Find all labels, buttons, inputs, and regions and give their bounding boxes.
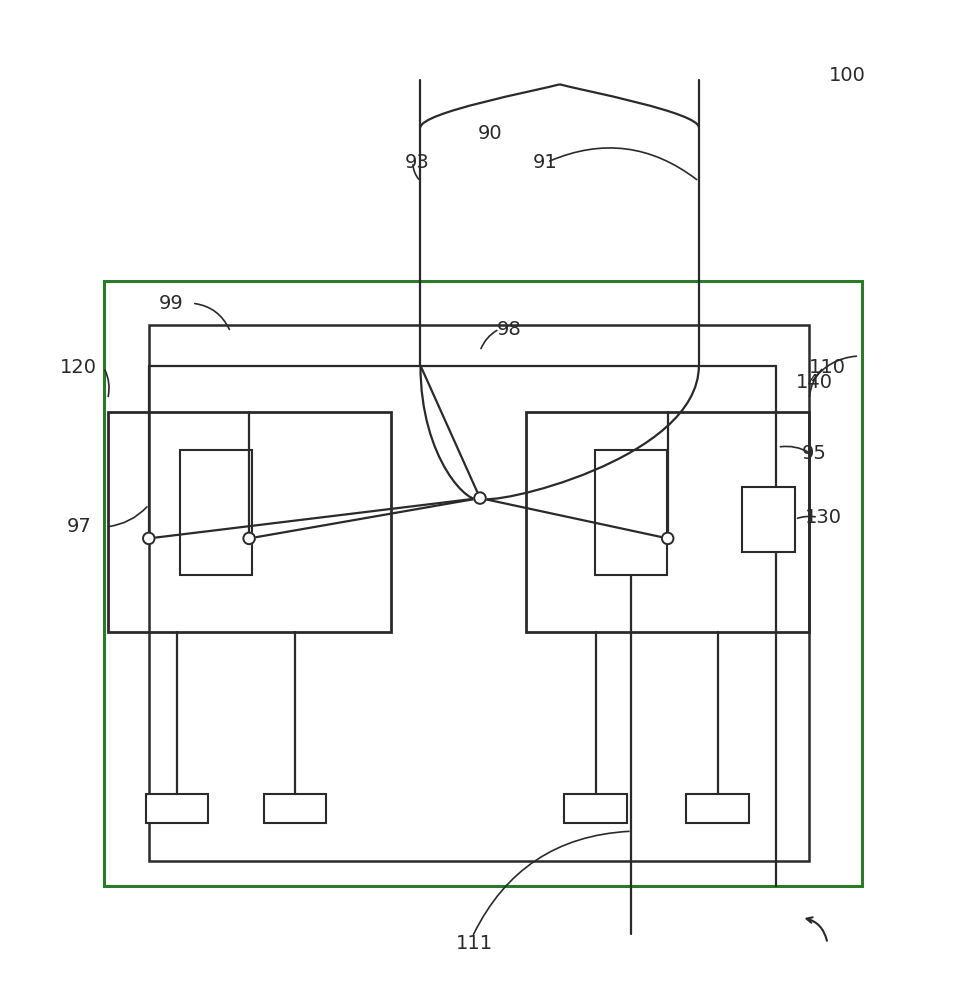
FancyArrowPatch shape — [809, 369, 822, 396]
FancyArrowPatch shape — [798, 516, 815, 518]
Text: 120: 120 — [60, 358, 97, 377]
Text: 110: 110 — [809, 358, 846, 377]
Bar — [526, 412, 809, 632]
Circle shape — [143, 533, 155, 544]
FancyArrowPatch shape — [473, 831, 629, 934]
Bar — [264, 794, 326, 823]
Text: 90: 90 — [477, 124, 502, 143]
Bar — [595, 450, 667, 575]
Text: 95: 95 — [802, 444, 827, 463]
Text: 100: 100 — [829, 66, 866, 85]
Text: 130: 130 — [805, 508, 842, 527]
Bar — [108, 412, 391, 632]
FancyArrowPatch shape — [105, 370, 109, 396]
Bar — [146, 794, 208, 823]
Circle shape — [662, 533, 674, 544]
Text: 93: 93 — [405, 153, 430, 172]
Text: 97: 97 — [66, 517, 91, 536]
FancyArrowPatch shape — [108, 507, 147, 527]
FancyArrowPatch shape — [195, 304, 229, 329]
Bar — [686, 794, 749, 823]
Text: 99: 99 — [158, 294, 183, 313]
Bar — [180, 450, 252, 575]
Text: 98: 98 — [496, 320, 521, 339]
Bar — [742, 487, 795, 552]
FancyArrowPatch shape — [413, 165, 419, 179]
Text: 111: 111 — [456, 934, 492, 953]
Bar — [104, 281, 862, 886]
FancyArrowPatch shape — [813, 356, 856, 381]
Bar — [149, 325, 809, 861]
FancyArrowPatch shape — [481, 330, 496, 349]
Text: 140: 140 — [796, 373, 832, 392]
Circle shape — [244, 533, 255, 544]
Circle shape — [474, 492, 486, 504]
FancyArrowPatch shape — [780, 446, 809, 452]
Text: 91: 91 — [533, 153, 558, 172]
Bar — [564, 794, 627, 823]
FancyArrowPatch shape — [550, 148, 697, 180]
